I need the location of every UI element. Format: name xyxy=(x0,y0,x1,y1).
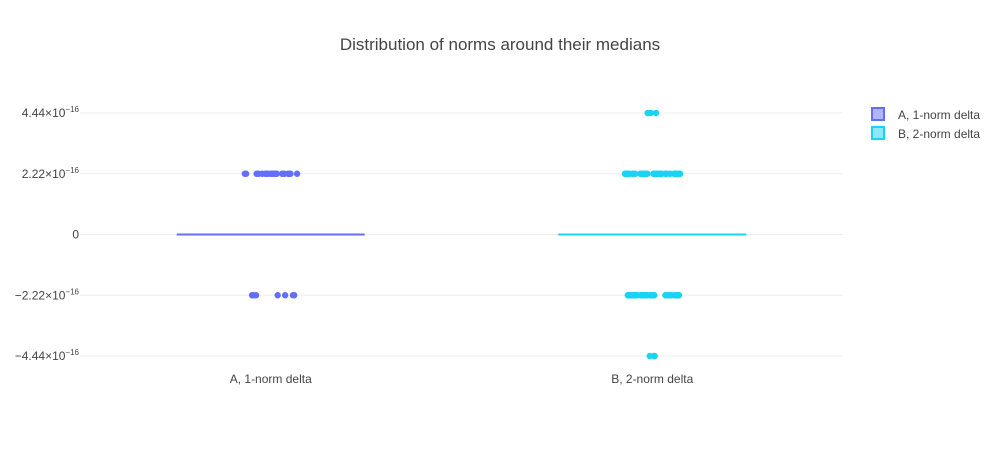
y-tick-label: 4.44×10−16 xyxy=(22,105,80,120)
legend-swatch xyxy=(871,126,885,140)
legend-item[interactable]: A, 1-norm delta xyxy=(871,107,980,122)
y-tick-label: 2.22×10−16 xyxy=(22,166,80,181)
data-point[interactable] xyxy=(250,292,257,299)
legend-swatch xyxy=(871,107,885,121)
data-point[interactable] xyxy=(289,292,297,299)
legend-label: B, 2-norm delta xyxy=(898,127,980,141)
y-tick-label: 0 xyxy=(72,228,79,242)
data-point[interactable] xyxy=(673,292,680,299)
data-point[interactable] xyxy=(278,170,286,177)
data-point[interactable] xyxy=(637,292,644,299)
data-point[interactable] xyxy=(258,170,266,177)
data-point[interactable] xyxy=(650,352,658,360)
plot-area xyxy=(176,109,747,360)
data-point[interactable] xyxy=(674,170,682,177)
data-point[interactable] xyxy=(263,170,270,177)
data-point[interactable] xyxy=(242,170,250,177)
data-point[interactable] xyxy=(626,292,634,299)
data-point[interactable] xyxy=(663,170,670,177)
data-point[interactable] xyxy=(253,170,260,177)
legend[interactable]: A, 1-norm delta B, 2-norm delta xyxy=(871,107,980,141)
x-axis-ticks: A, 1-norm delta B, 2-norm delta xyxy=(230,372,694,386)
y-axis-ticks: 4.44×10−16 2.22×10−16 0 −2.22×10−16 −4.44×10… xyxy=(15,105,80,363)
data-point[interactable] xyxy=(273,170,280,177)
data-point[interactable] xyxy=(652,109,660,117)
legend-label: A, 1-norm delta xyxy=(898,108,980,122)
y-tick-label: −4.44×10−16 xyxy=(15,348,80,363)
data-point[interactable] xyxy=(668,292,675,299)
data-point[interactable] xyxy=(281,292,289,299)
series-2 xyxy=(558,109,747,360)
x-tick-label: A, 1-norm delta xyxy=(230,372,312,386)
chart-title: Distribution of norms around their media… xyxy=(340,35,660,54)
data-point[interactable] xyxy=(286,170,293,177)
data-point[interactable] xyxy=(274,292,281,299)
data-point[interactable] xyxy=(639,170,647,177)
x-tick-label: B, 2-norm delta xyxy=(611,372,693,386)
series-1 xyxy=(176,170,365,299)
data-point[interactable] xyxy=(647,292,654,299)
data-point[interactable] xyxy=(293,170,301,177)
data-point[interactable] xyxy=(631,170,639,177)
data-point[interactable] xyxy=(626,170,633,177)
data-point[interactable] xyxy=(647,109,655,117)
legend-item[interactable]: B, 2-norm delta xyxy=(871,126,980,141)
y-tick-label: −2.22×10−16 xyxy=(15,287,80,302)
data-point[interactable] xyxy=(650,170,657,177)
